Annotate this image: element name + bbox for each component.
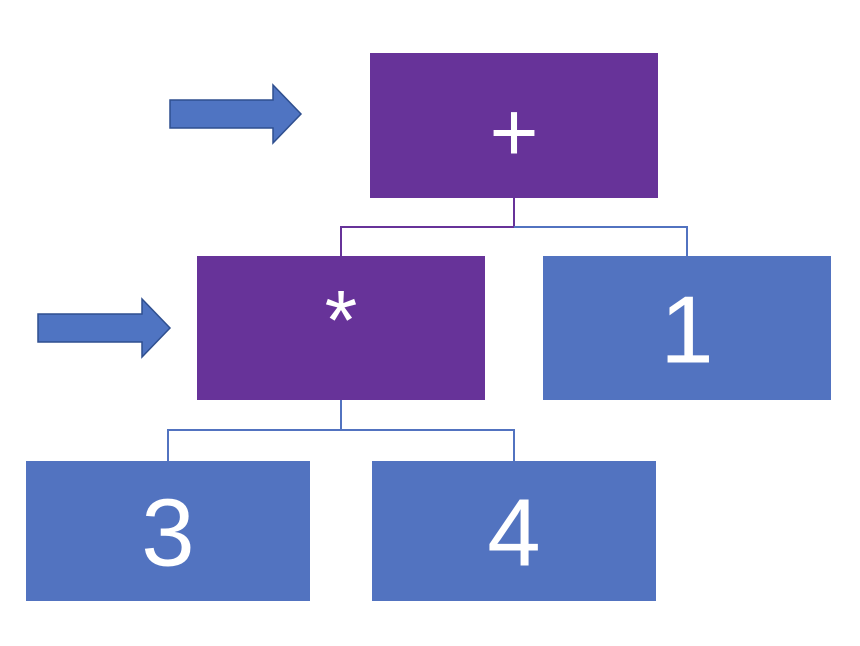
node-box — [197, 256, 485, 400]
right-arrow-icon — [169, 83, 303, 145]
node-box — [543, 256, 831, 400]
node-box — [372, 461, 656, 601]
node-box — [26, 461, 310, 601]
tree-node-plus: + — [370, 53, 658, 198]
node-label-multiply: * — [325, 273, 358, 367]
tree-node-multiply: * — [197, 256, 485, 400]
node-label-1: 1 — [660, 277, 713, 384]
connector-root-to-1 — [514, 226, 688, 256]
connector-root-to-multiply — [340, 198, 515, 256]
connector-root — [340, 198, 688, 256]
connector-multiply-to-4 — [341, 429, 515, 461]
tree-node-4: 4 — [372, 461, 656, 601]
node-label-4: 4 — [487, 480, 540, 587]
node-label-3: 3 — [141, 480, 194, 587]
node-box — [370, 53, 658, 198]
connector-multiply — [167, 400, 515, 461]
connector-multiply-to-3 — [167, 400, 342, 461]
tree-node-3: 3 — [26, 461, 310, 601]
tree-node-1: 1 — [543, 256, 831, 400]
right-arrow-icon — [37, 297, 172, 359]
node-label-plus: + — [489, 85, 538, 179]
